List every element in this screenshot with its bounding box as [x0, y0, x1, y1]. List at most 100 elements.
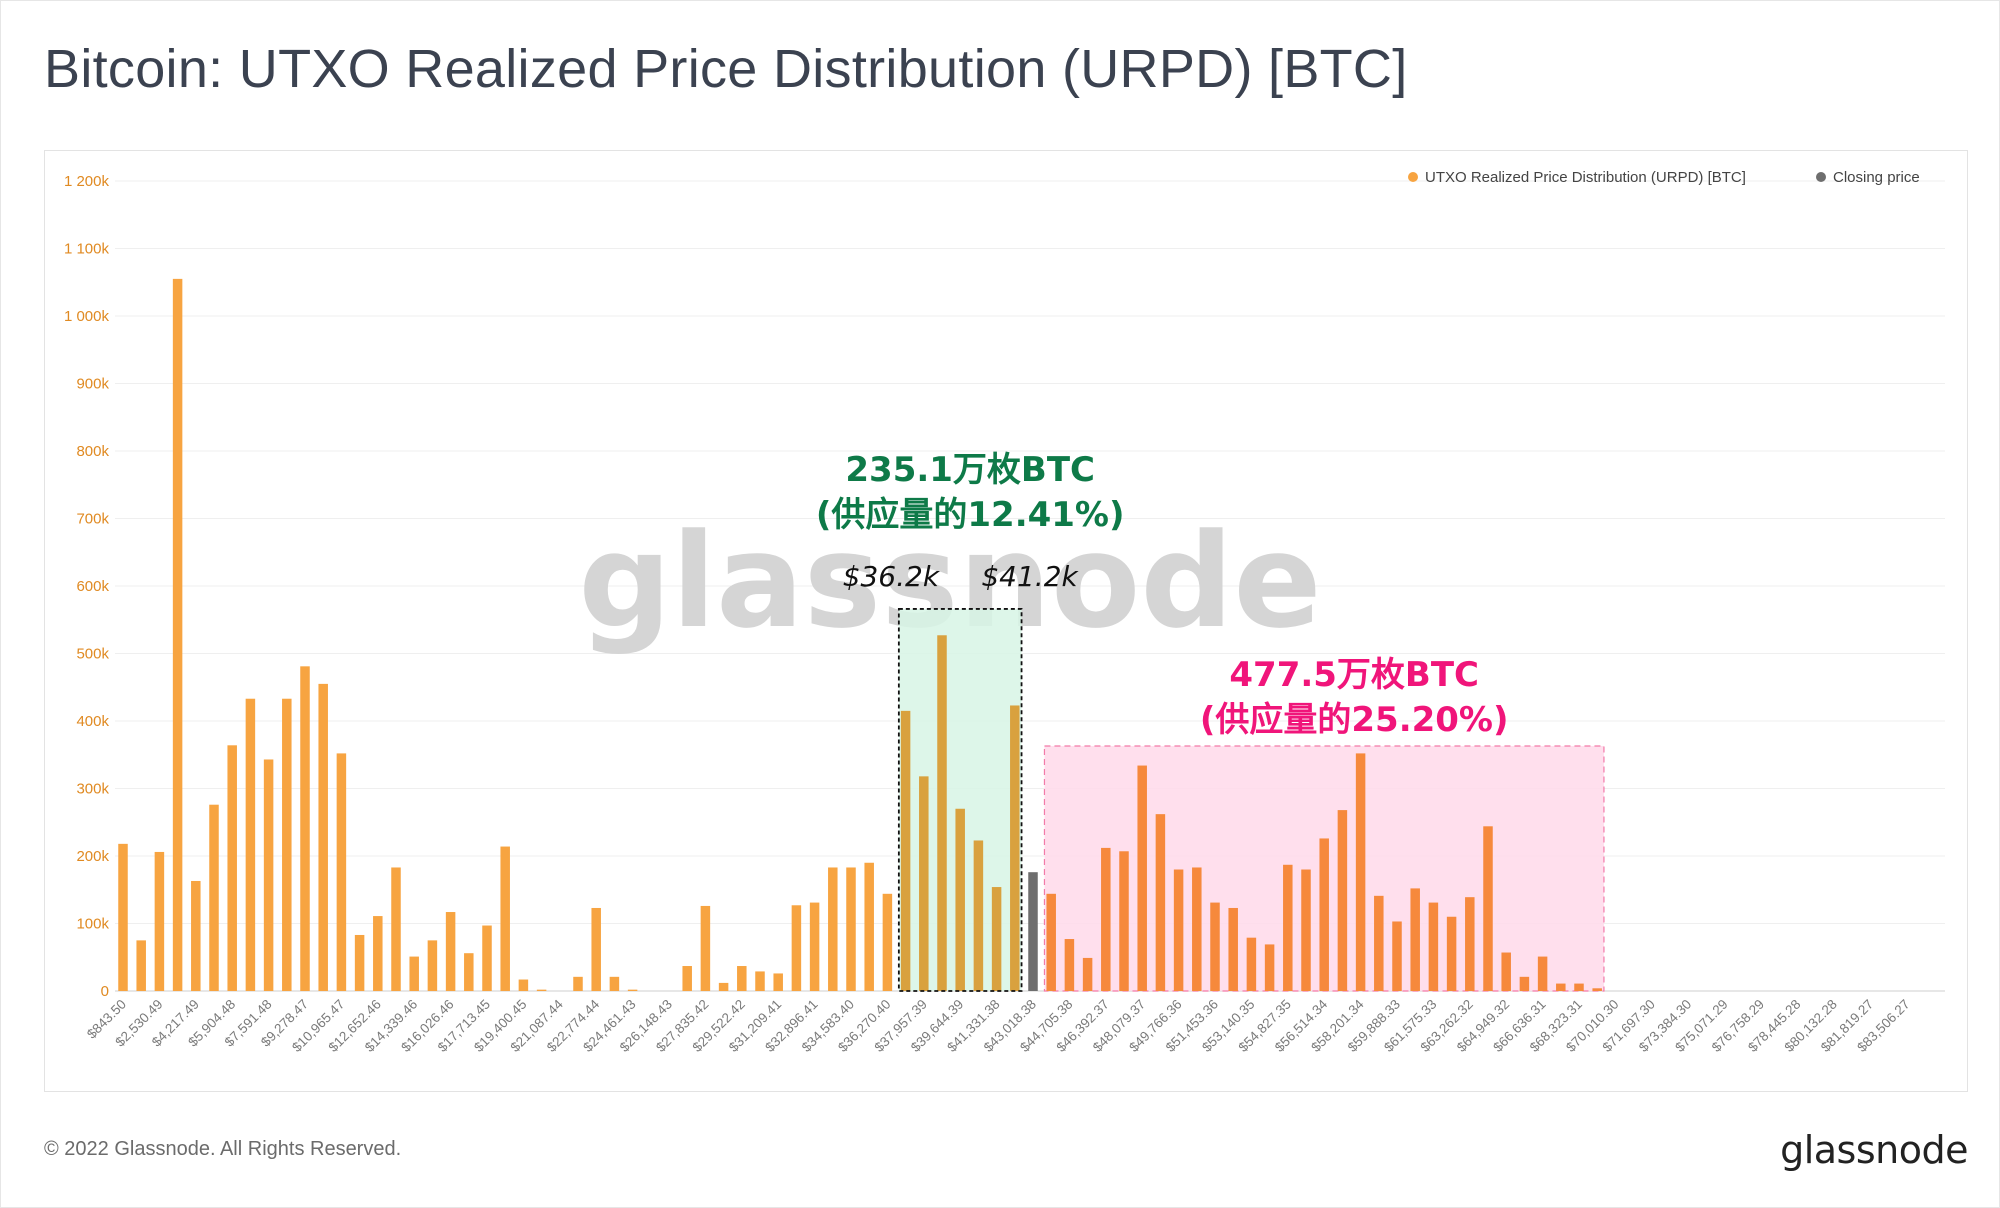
- bar-urpd: [1228, 907, 1238, 991]
- bar-urpd: [591, 907, 601, 991]
- bar-urpd: [973, 840, 984, 991]
- bar-urpd: [373, 916, 383, 991]
- bar-urpd: [937, 635, 947, 991]
- bar-urpd: [1519, 976, 1530, 991]
- bar-urpd: [300, 666, 310, 991]
- bar-urpd: [755, 971, 765, 991]
- bar-urpd: [846, 867, 856, 991]
- bar-urpd: [1410, 888, 1420, 991]
- bar-urpd: [336, 753, 347, 991]
- bar-closing-price: [1028, 872, 1038, 991]
- bar-urpd: [809, 902, 820, 991]
- y-tick-label: 600k: [76, 578, 109, 595]
- bar-urpd: [1556, 983, 1566, 991]
- bar-urpd: [500, 846, 510, 991]
- bar-urpd: [1082, 957, 1093, 991]
- glassnode-logo[interactable]: glassnode: [1780, 1128, 1968, 1172]
- bar-urpd: [464, 953, 474, 991]
- bar-urpd: [118, 843, 128, 991]
- bar-urpd: [773, 973, 783, 991]
- legend-label-closing: Closing price: [1833, 169, 1920, 186]
- green-label-share: (供应量的12.41%): [816, 495, 1125, 535]
- bar-urpd: [1192, 867, 1202, 991]
- bar-urpd: [191, 880, 201, 991]
- bar-urpd: [919, 776, 929, 991]
- bar-urpd: [245, 698, 256, 991]
- bar-urpd: [172, 278, 183, 991]
- bar-urpd: [1319, 838, 1329, 991]
- bar-urpd: [700, 905, 711, 991]
- bar-urpd: [1355, 753, 1366, 991]
- bar-urpd: [682, 966, 692, 991]
- bar-urpd: [536, 989, 547, 991]
- y-tick-label: 1 000k: [64, 308, 110, 325]
- bar-urpd: [263, 759, 274, 991]
- bar-urpd: [282, 698, 292, 991]
- bar-urpd: [573, 976, 583, 991]
- bar-urpd: [1483, 826, 1493, 991]
- bar-urpd: [900, 710, 911, 991]
- bar-urpd: [1574, 983, 1584, 991]
- y-tick-label: 0: [101, 983, 109, 1000]
- bar-urpd: [737, 966, 747, 991]
- bar-urpd: [227, 745, 237, 991]
- bar-urpd: [1246, 937, 1257, 991]
- y-tick-label: 500k: [76, 646, 109, 663]
- bar-urpd: [1264, 944, 1275, 991]
- bar-urpd: [445, 912, 456, 991]
- bar-urpd: [136, 940, 146, 991]
- legend-dot-closing: [1816, 172, 1826, 182]
- bar-urpd: [955, 808, 965, 991]
- bar-urpd: [1064, 939, 1075, 991]
- bar-urpd: [427, 940, 438, 991]
- bar-urpd: [1465, 897, 1475, 991]
- y-tick-label: 400k: [76, 713, 109, 730]
- bar-urpd: [1428, 902, 1439, 991]
- bar-urpd: [482, 925, 492, 991]
- bar-urpd: [1592, 988, 1602, 991]
- bar-urpd: [1392, 921, 1402, 991]
- legend-label-urpd: UTXO Realized Price Distribution (URPD) …: [1425, 169, 1746, 186]
- bar-urpd: [1301, 869, 1311, 991]
- pink-label-share: (供应量的25.20%): [1200, 700, 1509, 740]
- bar-urpd: [1337, 810, 1348, 991]
- bar-urpd: [718, 982, 729, 991]
- bar-urpd: [1010, 705, 1020, 991]
- urpd-bar-chart: 0 100k 200k 300k 400k 500k 600k 700k 800k 900k 1 0…: [64, 169, 1945, 1055]
- bar-urpd: [1446, 916, 1457, 991]
- bar-urpd: [391, 867, 401, 991]
- pink-label-amount: 477.5万枚BTC: [1229, 655, 1479, 695]
- bar-urpd: [864, 862, 874, 991]
- y-tick-label: 1 100k: [64, 241, 110, 258]
- bar-urpd: [1537, 956, 1548, 991]
- bar-urpd: [609, 976, 620, 991]
- annotation-36k: $36.2k: [843, 560, 941, 593]
- bar-urpd: [1101, 847, 1111, 991]
- bar-urpd: [318, 683, 328, 991]
- bar-urpd: [828, 867, 838, 991]
- bar-urpd: [409, 956, 419, 991]
- legend-dot-urpd: [1408, 172, 1418, 182]
- bar-urpd: [1374, 895, 1384, 991]
- y-tick-label: 1 200k: [64, 173, 110, 190]
- bar-urpd: [882, 893, 893, 991]
- copyright-text: © 2022 Glassnode. All Rights Reserved.: [44, 1138, 402, 1160]
- y-tick-label: 800k: [76, 443, 109, 460]
- bar-urpd: [354, 934, 365, 991]
- chart-title: Bitcoin: UTXO Realized Price Distributio…: [44, 39, 1408, 99]
- y-tick-label: 700k: [76, 511, 109, 528]
- y-tick-label: 300k: [76, 781, 109, 798]
- bar-urpd: [1283, 864, 1293, 991]
- bar-urpd: [209, 804, 219, 991]
- bar-urpd: [791, 905, 802, 991]
- bar-urpd: [1046, 893, 1056, 991]
- bar-urpd: [1155, 814, 1166, 991]
- y-tick-label: 900k: [76, 376, 109, 393]
- bar-urpd: [1210, 902, 1220, 991]
- y-tick-label: 200k: [76, 848, 109, 865]
- bar-urpd: [1137, 765, 1147, 991]
- chart-frame: 0 100k 200k 300k 400k 500k 600k 700k 800k 900k 1 0…: [44, 150, 1968, 1092]
- y-tick-label: 100k: [76, 916, 109, 933]
- bar-urpd: [1501, 952, 1511, 991]
- green-label-amount: 235.1万枚BTC: [845, 450, 1095, 490]
